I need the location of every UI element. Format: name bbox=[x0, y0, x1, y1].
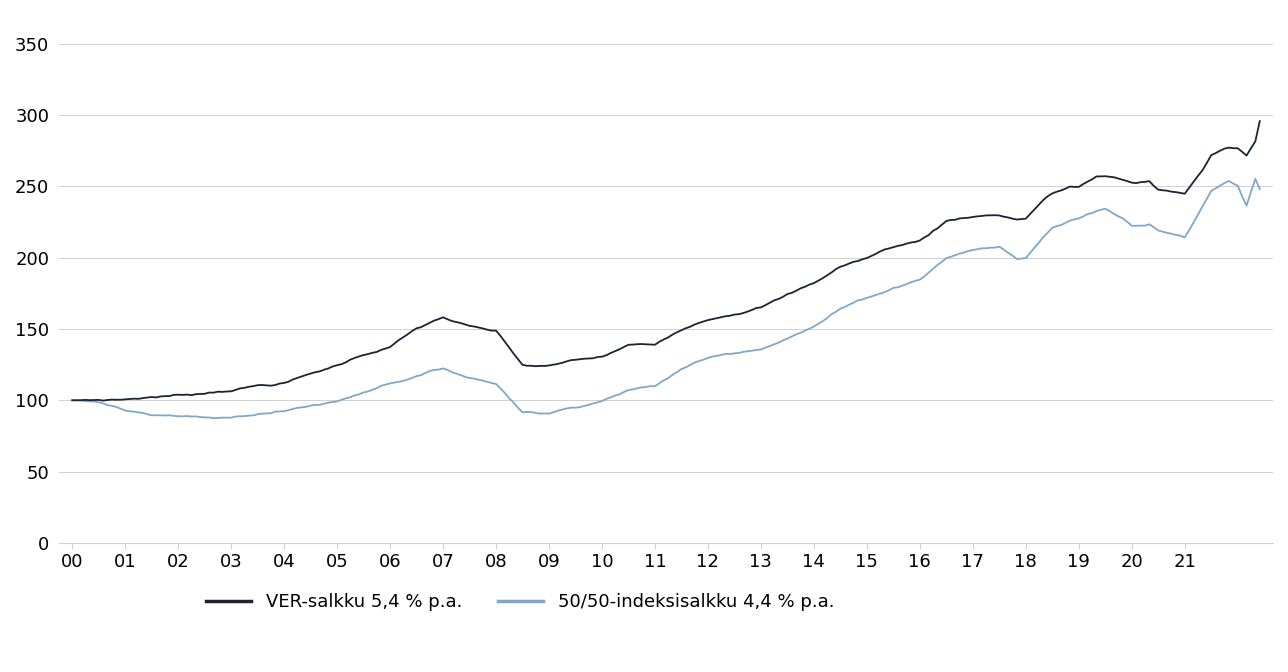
Legend: VER-salkku 5,4 % p.a., 50/50-indeksisalkku 4,4 % p.a.: VER-salkku 5,4 % p.a., 50/50-indeksisalk… bbox=[200, 586, 841, 618]
